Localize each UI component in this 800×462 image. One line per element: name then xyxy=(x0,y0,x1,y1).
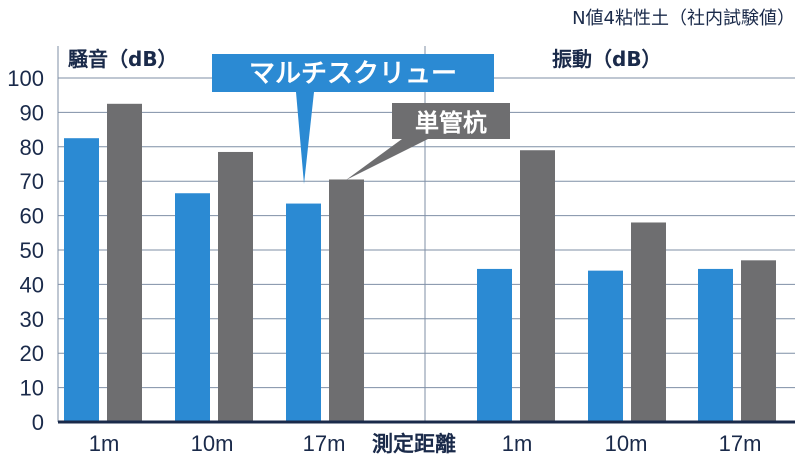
y-tick-label: 100 xyxy=(7,66,44,91)
y-tick-label: 40 xyxy=(20,272,44,297)
bar xyxy=(329,179,364,422)
bar xyxy=(741,260,776,422)
x-tick-label: 10m xyxy=(191,431,234,456)
y-tick-label: 60 xyxy=(20,204,44,229)
y-tick-label: 20 xyxy=(20,341,44,366)
bar xyxy=(698,268,733,422)
bar xyxy=(107,103,142,423)
callout-pointer-multiscrew xyxy=(296,92,314,184)
x-tick-label: 1m xyxy=(89,431,120,456)
y-tick-label: 90 xyxy=(20,100,44,125)
x-tick-label: 17m xyxy=(303,431,346,456)
bar xyxy=(477,268,512,422)
x-tick-label: 1m xyxy=(502,431,533,456)
callout-box-multiscrew xyxy=(212,54,494,92)
bar xyxy=(520,150,555,423)
y-tick-label: 70 xyxy=(20,169,44,194)
labels: 0 10 20 30 40 50 60 70 80 90 100 1m 10m 17m 1m 10m 17m xyxy=(7,66,761,456)
legend-label-multiscrew: マルチスクリュー xyxy=(249,59,457,89)
legend-callout-multiscrew: マルチスクリュー xyxy=(212,54,494,184)
bar xyxy=(64,138,99,422)
bar xyxy=(175,193,210,422)
y-tick-label: 50 xyxy=(20,238,44,263)
x-axis-label: 測定距離 xyxy=(372,432,456,456)
axes xyxy=(57,46,795,424)
callout-box-single-pipe xyxy=(392,103,510,139)
legend-label-single-pipe: 単管杭 xyxy=(415,109,487,137)
panel-title-vibration: 振動（dB） xyxy=(552,47,662,71)
legend-callout-single-pipe: 単管杭 xyxy=(346,103,510,180)
bar xyxy=(588,270,623,422)
panel-title-noise: 騒音（dB） xyxy=(67,47,178,71)
bar xyxy=(286,203,321,422)
x-tick-label: 10m xyxy=(605,431,648,456)
y-tick-label: 80 xyxy=(20,135,44,160)
y-tick-label: 30 xyxy=(20,307,44,332)
test-condition-note: N値4粘性土（社内試験値） xyxy=(572,8,795,29)
callout-pointer-single-pipe xyxy=(346,139,428,180)
bars xyxy=(64,103,776,423)
bar xyxy=(631,222,666,422)
y-tick-label: 0 xyxy=(32,410,44,435)
bar xyxy=(218,151,253,422)
y-tick-label: 10 xyxy=(20,376,44,401)
x-tick-label: 17m xyxy=(719,431,762,456)
